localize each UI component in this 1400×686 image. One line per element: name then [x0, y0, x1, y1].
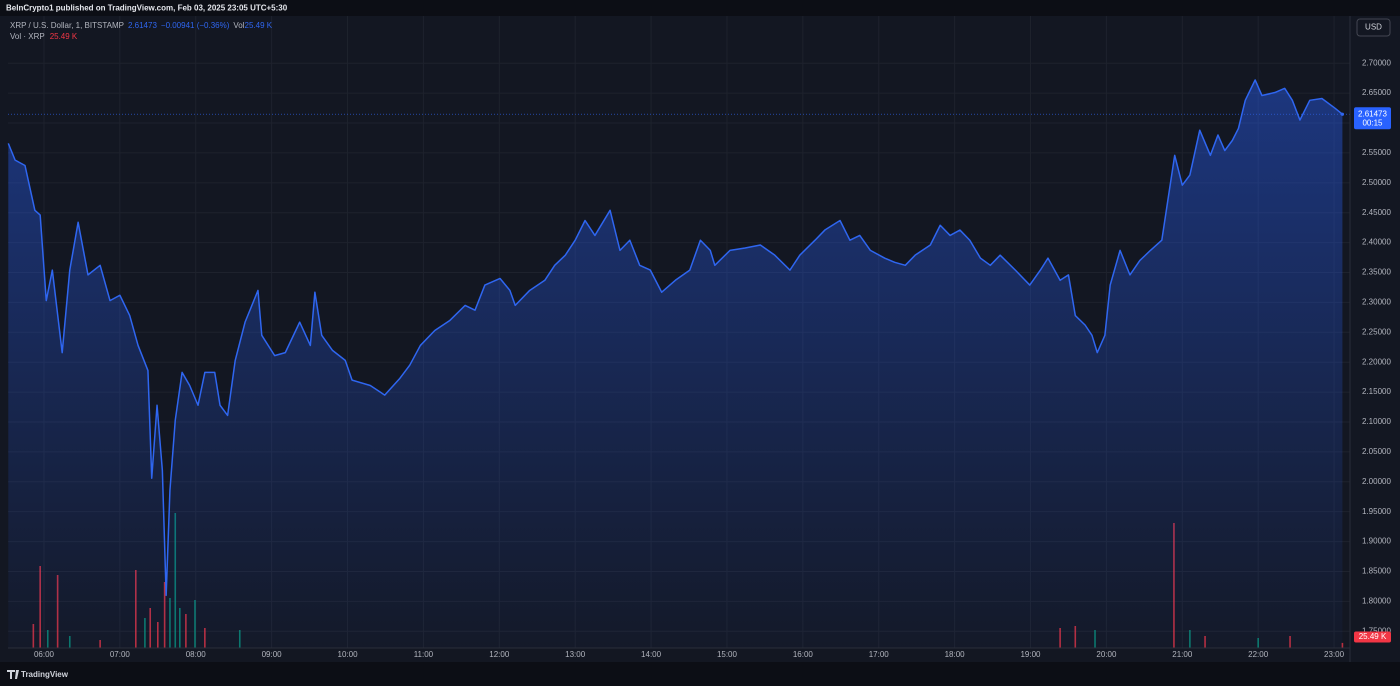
- y-tick-label: 1.90000: [1362, 537, 1391, 546]
- last-point: [1340, 112, 1345, 116]
- y-tick-label: 2.30000: [1362, 298, 1391, 307]
- x-tick-label: 16:00: [793, 650, 814, 659]
- legend-main: XRP / U.S. Dollar, 1, BITSTAMP 2.61473 −0.…: [10, 21, 273, 30]
- y-tick-label: 1.95000: [1362, 507, 1391, 516]
- x-tick-label: 08:00: [186, 650, 207, 659]
- y-tick-label: 2.40000: [1362, 238, 1391, 247]
- legend-volume: Vol · XRP 25.49 K: [10, 32, 78, 41]
- header-bar: [0, 0, 1400, 16]
- x-tick-label: 19:00: [1020, 650, 1041, 659]
- price-tag: [1354, 107, 1391, 130]
- volume-tag-label: 25.49 K: [1359, 632, 1387, 641]
- x-tick-label: 13:00: [565, 650, 586, 659]
- y-tick-label: 2.70000: [1362, 58, 1391, 67]
- price-line: [7, 79, 1343, 597]
- footer-brand: TradingView: [21, 670, 69, 679]
- legend-vol-label: Vol: [233, 21, 244, 30]
- y-tick-label: 2.45000: [1362, 208, 1391, 217]
- x-tick-label: 07:00: [110, 650, 131, 659]
- currency-button[interactable]: [1356, 18, 1391, 37]
- volume-tag: [1354, 631, 1391, 643]
- publish-line: BeInCrypto1 published on TradingView.com…: [6, 4, 288, 13]
- y-tick-label: 1.80000: [1362, 596, 1391, 605]
- footer-logo: [7, 670, 19, 679]
- y-tick-label: 1.75000: [1362, 626, 1391, 635]
- x-tick-label: 11:00: [414, 650, 434, 659]
- y-tick-label: 2.00000: [1362, 477, 1391, 486]
- price-tag-label: 2.61473: [1358, 109, 1387, 118]
- y-tick-label: 2.10000: [1362, 417, 1391, 426]
- x-tick-label: 12:00: [489, 650, 510, 659]
- y-tick-label: 2.50000: [1362, 178, 1391, 187]
- x-tick-label: 17:00: [869, 650, 890, 659]
- x-tick-label: 09:00: [262, 650, 283, 659]
- symbol: XRP / U.S. Dollar, 1, BITSTAMP: [10, 21, 124, 30]
- x-tick-label: 22:00: [1248, 650, 1269, 659]
- legend-price: 2.61473: [128, 21, 157, 30]
- footer-bar: [0, 662, 1400, 686]
- legend-change: −0.00941 (−0.36%): [161, 21, 230, 30]
- y-tick-label: 1.85000: [1362, 567, 1391, 576]
- x-tick-label: 18:00: [945, 650, 966, 659]
- y-tick-label: 2.05000: [1362, 447, 1391, 456]
- volume-value: 25.49 K: [50, 32, 78, 41]
- y-tick-label: 2.25000: [1362, 327, 1391, 336]
- y-tick-label: 2.20000: [1362, 357, 1391, 366]
- legend-vol: 25.49 K: [245, 21, 273, 30]
- currency-label[interactable]: USD: [1365, 23, 1382, 32]
- plot: [7, 79, 1350, 649]
- x-tick-label: 20:00: [1096, 650, 1117, 659]
- y-tick-label: 2.65000: [1362, 88, 1391, 97]
- axes: 1.75000 1.80000 1.85000 1.90000 1.95000 2.000…: [34, 58, 1392, 659]
- y-tick-label: 2.15000: [1362, 387, 1391, 396]
- y-tick-label: 2.35000: [1362, 268, 1391, 277]
- countdown: 00:15: [1362, 118, 1383, 127]
- x-tick-label: 10:00: [338, 650, 359, 659]
- x-tick-label: 15:00: [717, 650, 738, 659]
- y-tick-label: 2.55000: [1362, 148, 1391, 157]
- x-tick-label: 23:00: [1324, 650, 1345, 659]
- volume-name: Vol · XRP: [10, 32, 45, 41]
- x-tick-label: 14:00: [641, 650, 662, 659]
- x-tick-label: 21:00: [1172, 650, 1193, 659]
- area-fill: [8, 79, 1343, 649]
- x-tick-label: 06:00: [34, 650, 55, 659]
